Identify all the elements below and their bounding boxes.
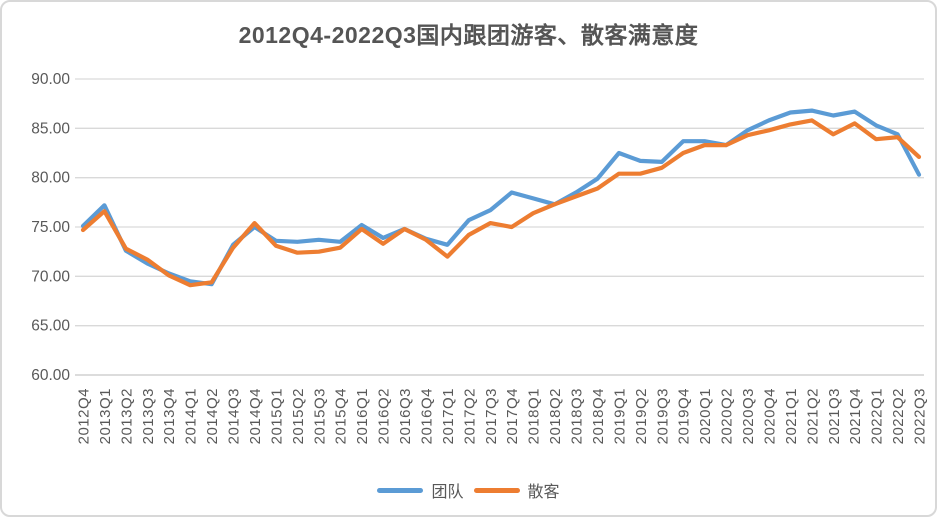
legend-label-group-tour: 团队 [431,484,464,501]
series-line-independent-traveler [80,118,922,288]
series-line-group-tour [80,108,922,287]
x-tick-label: 2022Q1 [869,388,886,444]
y-tick-label: 70.00 [31,268,70,285]
x-tick-label: 2020Q2 [719,388,736,444]
x-tick-label: 2015Q1 [268,388,285,444]
x-tick-label: 2017Q1 [440,388,457,444]
x-tick-label: 2022Q2 [890,388,907,444]
x-tick-label: 2016Q1 [354,388,371,444]
x-tick-label: 2021Q4 [847,388,864,444]
x-tick-label: 2019Q1 [611,388,628,444]
x-tick-label: 2019Q2 [633,388,650,444]
x-tick-label: 2021Q1 [783,388,800,444]
x-tick-label: 2019Q3 [654,388,671,444]
chart-legend: 团队 散客 [2,478,935,502]
x-tick-label: 2020Q4 [761,388,778,444]
x-tick-label: 2013Q1 [97,388,114,444]
y-tick-label: 75.00 [31,219,70,236]
y-tick-label: 65.00 [31,318,70,335]
y-tick-label: 90.00 [31,71,70,88]
x-tick-label: 2013Q3 [140,388,157,444]
x-tick-label: 2020Q1 [697,388,714,444]
x-tick-label: 2016Q4 [418,388,435,444]
x-tick-label: 2014Q3 [226,388,243,444]
x-tick-label: 2017Q2 [461,388,478,444]
x-tick-label: 2015Q3 [311,388,328,444]
y-tick-label: 85.00 [31,120,70,137]
x-tick-label: 2019Q4 [676,388,693,444]
x-tick-label: 2013Q2 [118,388,135,444]
x-tick-label: 2021Q2 [804,388,821,444]
x-tick-label: 2018Q2 [547,388,564,444]
x-tick-label: 2022Q3 [912,388,929,444]
x-tick-label: 2016Q3 [397,388,414,444]
x-tick-label: 2018Q1 [526,388,543,444]
x-tick-label: 2021Q3 [826,388,843,444]
x-tick-label: 2016Q2 [376,388,393,444]
x-tick-label: 2015Q4 [333,388,350,444]
x-tick-label: 2017Q4 [504,388,521,444]
x-tick-label: 2020Q3 [740,388,757,444]
x-tick-label: 2015Q2 [290,388,307,444]
x-tick-label: 2013Q4 [161,388,178,444]
legend-item-independent-traveler: 散客 [473,478,560,502]
x-tick-label: 2014Q1 [183,388,200,444]
legend-label-independent-traveler: 散客 [527,484,560,501]
x-tick-label: 2017Q3 [483,388,500,444]
y-tick-label: 80.00 [31,170,70,187]
legend-item-group-tour: 团队 [377,478,464,502]
legend-line-swatch-blue [377,487,424,493]
x-tick-label: 2014Q2 [204,388,221,444]
x-tick-label: 2018Q4 [590,388,607,444]
x-tick-label: 2014Q4 [247,388,264,444]
x-tick-label: 2012Q4 [76,388,93,444]
chart-title: 2012Q4-2022Q3国内跟团游客、散客满意度 [238,22,699,48]
x-tick-label: 2018Q3 [569,388,586,444]
legend-line-swatch-orange [473,487,520,493]
y-tick-label: 60.00 [31,367,70,384]
